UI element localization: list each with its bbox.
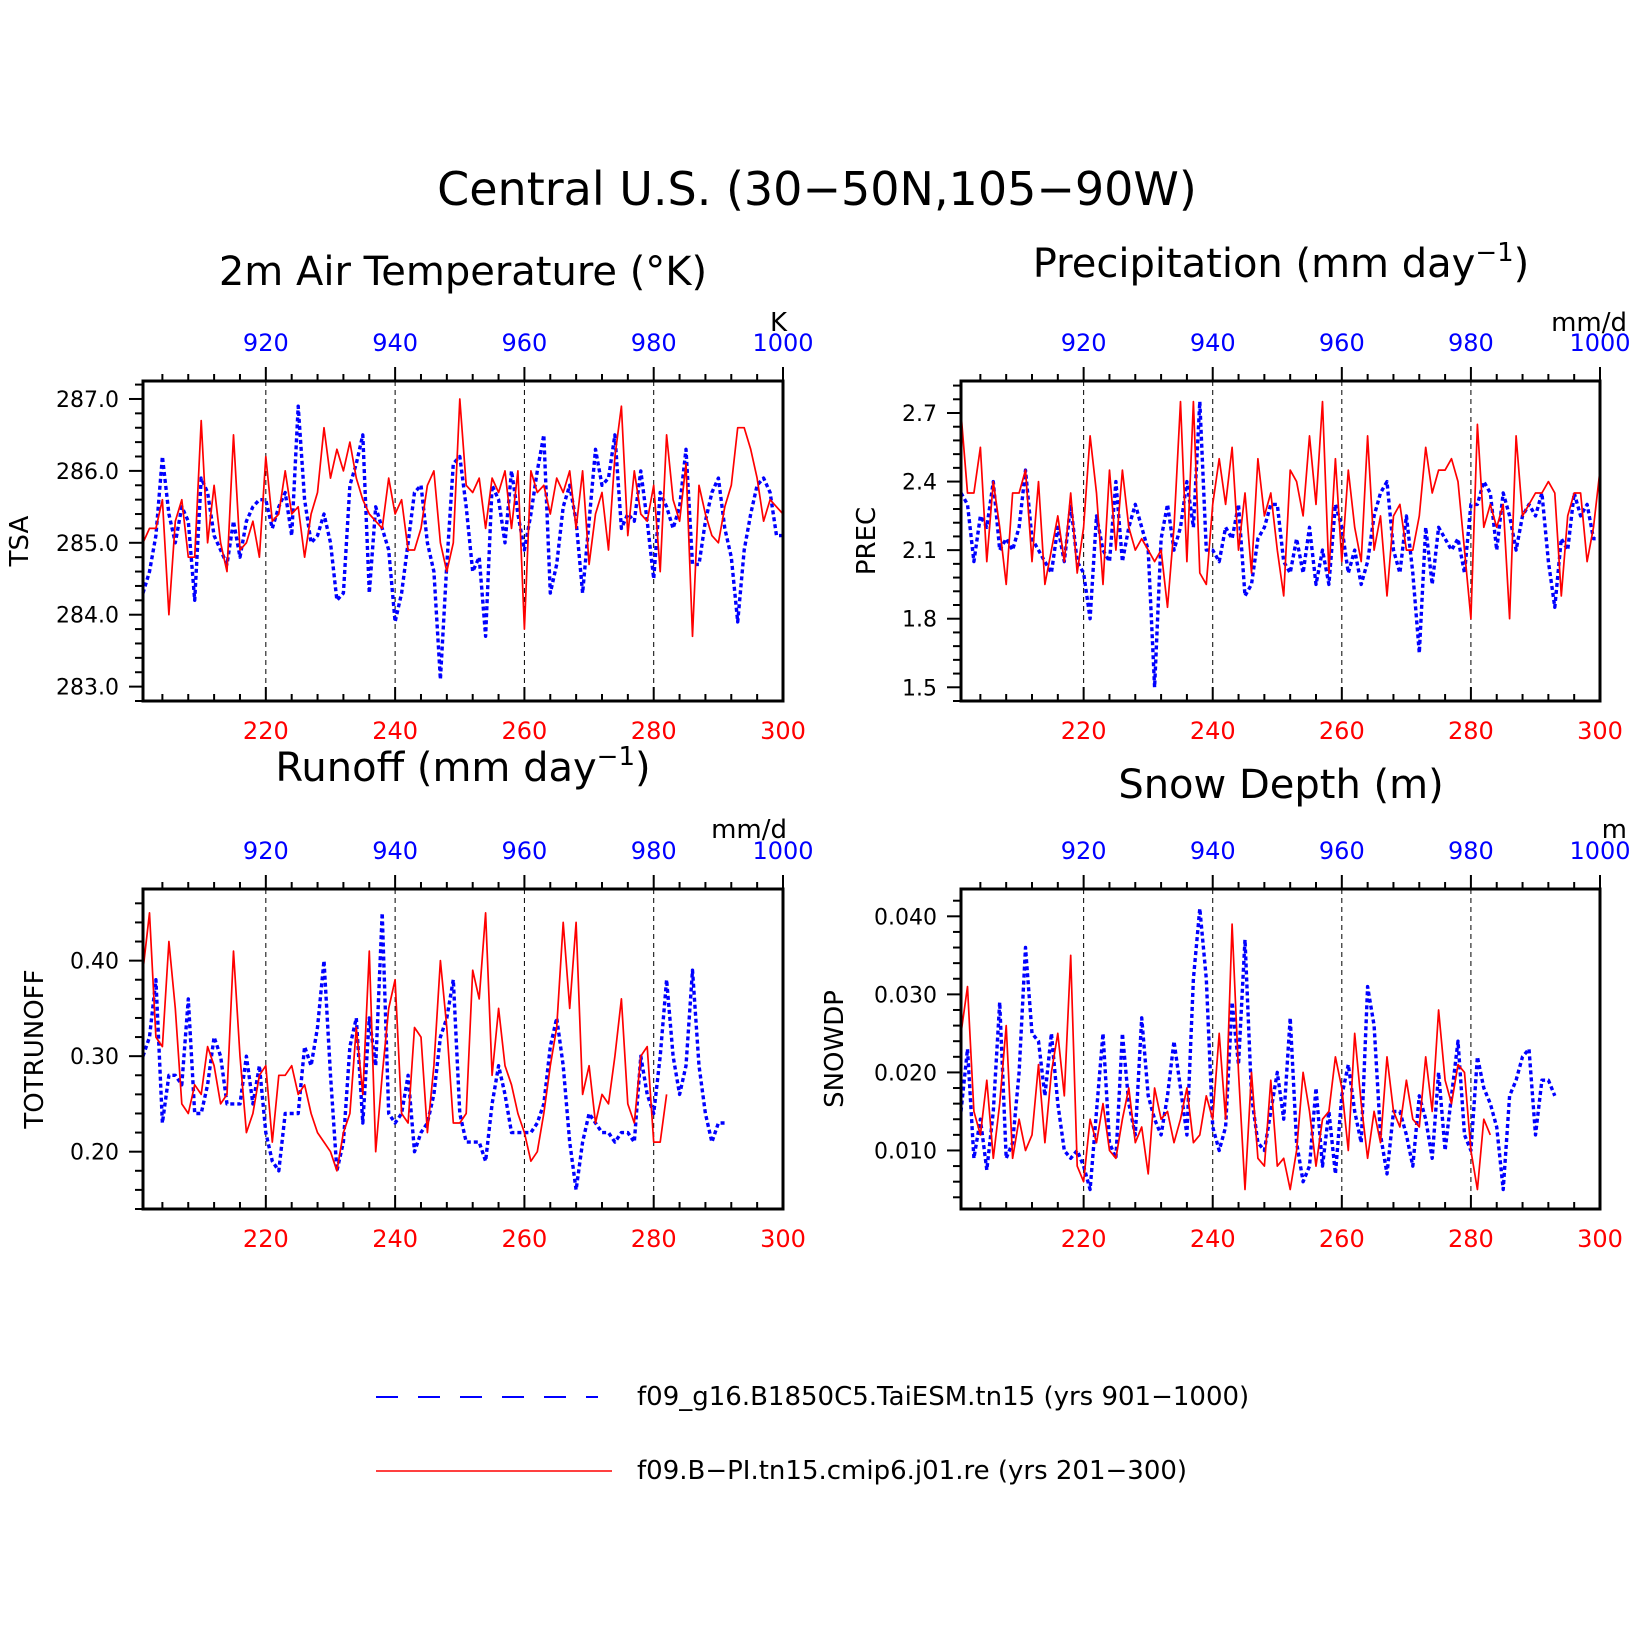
series-line-model-b [960,923,1492,1191]
x-top-tick-label: 920 [243,329,289,357]
plot-frame [959,887,1602,1211]
panel-title-end: ) [1514,241,1530,287]
x-top-tick-label: 940 [1190,837,1236,865]
y-tick-label: 0.020 [874,1061,937,1086]
panel-title-text: Runoff (mm day [275,745,596,791]
panel-title-text: 2m Air Temperature (°K) [219,249,707,295]
x-bottom-tick-label: 300 [1577,717,1623,745]
x-top-tick-label: 940 [372,837,418,865]
x-bottom-tick-label: 260 [1319,717,1365,745]
x-bottom-tick-label: 260 [1319,1225,1365,1253]
x-bottom-tick-label: 300 [1577,1225,1623,1253]
y-axis-label: TSA [5,515,35,567]
panel-3: Runoff (mm day−1) mm/d TOTRUNOFF 0.40 0.30 0.… [20,742,814,1253]
y-tick-label: 0.20 [70,1141,119,1166]
units-label: mm/d [1551,308,1627,338]
series-line-model-b [142,912,668,1172]
y-tick-label: 2.4 [902,471,937,496]
x-top-tick-label: 1000 [752,329,813,357]
x-bottom-tick-label: 300 [760,717,806,745]
y-tick-label: 0.040 [874,905,937,930]
y-tick-label: 286.0 [56,460,119,485]
plot-frame [959,379,1602,703]
x-bottom-tick-label: 220 [243,717,289,745]
y-tick-label: 1.5 [902,676,937,701]
series-line-model-b [960,400,1601,620]
x-bottom-tick-label: 240 [1190,717,1236,745]
x-bottom-tick-label: 240 [1190,1225,1236,1253]
x-top-tick-label: 1000 [1569,837,1630,865]
x-top-tick-label: 960 [502,837,548,865]
y-tick-label: 2.1 [902,539,937,564]
x-top-tick-label: 920 [243,837,289,865]
legend-label-model-a: f09_g16.B1850C5.TaiESM.tn15 (yrs 901−100… [637,1382,1249,1412]
x-top-tick-label: 960 [1319,329,1365,357]
x-bottom-tick-label: 280 [631,1225,677,1253]
y-tick-label: 1.8 [902,608,937,633]
x-top-tick-label: 920 [1061,329,1107,357]
panel-title: Runoff (mm day−1) [275,742,650,791]
x-top-tick-label: 980 [1448,329,1494,357]
panel-1: 2m Air Temperature (°K) K TSA 287.0 286.0 285… [5,249,814,745]
x-bottom-tick-label: 260 [502,717,548,745]
y-tick-label: 285.0 [56,532,119,557]
y-axis-label: PREC [852,507,882,575]
series-line-model-a [959,906,1557,1192]
units-label: K [770,308,788,338]
panel-title-end: ) [635,745,651,791]
x-top-tick-label: 940 [372,329,418,357]
plot-frame [141,887,785,1211]
x-bottom-tick-label: 300 [760,1225,806,1253]
y-tick-label: 283.0 [56,676,119,701]
x-top-tick-label: 960 [502,329,548,357]
x-bottom-tick-label: 220 [1061,717,1107,745]
legend-label-model-b: f09.B−PI.tn15.cmip6.j01.re (yrs 201−300) [637,1456,1187,1486]
series-line-model-b [142,398,784,638]
x-top-tick-label: 940 [1190,329,1236,357]
x-top-tick-label: 980 [631,837,677,865]
y-tick-label: 0.030 [874,983,937,1008]
y-tick-label: 287.0 [56,388,119,413]
x-top-tick-label: 980 [1448,837,1494,865]
x-top-tick-label: 920 [1061,837,1107,865]
panels: 2m Air Temperature (°K) K TSA 287.0 286.0 285… [5,238,1631,1253]
x-bottom-tick-label: 240 [372,717,418,745]
x-bottom-tick-label: 220 [243,1225,289,1253]
y-tick-label: 0.010 [874,1139,937,1164]
units-label: m [1602,815,1627,845]
y-tick-label: 0.30 [70,1045,119,1070]
y-tick-label: 0.40 [70,950,119,975]
x-top-tick-label: 980 [631,329,677,357]
y-tick-label: 284.0 [56,604,119,629]
panel-title-text: Precipitation (mm day [1033,241,1476,287]
y-tick-label: 2.7 [902,402,937,427]
y-axis-label: SNOWDP [820,990,850,1108]
x-top-tick-label: 960 [1319,837,1365,865]
x-top-tick-label: 1000 [1569,329,1630,357]
x-bottom-tick-label: 240 [372,1225,418,1253]
x-bottom-tick-label: 280 [1448,717,1494,745]
panel-2: Precipitation (mm day−1) mm/d PREC 2.7 2.4 2.… [852,238,1631,745]
figure-title: Central U.S. (30−50N,105−90W) [437,162,1197,216]
series-line-model-a [141,404,783,682]
panel-4: Snow Depth (m) m SNOWDP 0.040 0.030 0.020 0.01… [820,762,1631,1253]
plot-frame [141,379,785,703]
panel-title: Snow Depth (m) [1118,762,1443,808]
series-line-model-a [959,399,1600,689]
x-bottom-tick-label: 260 [502,1225,548,1253]
x-bottom-tick-label: 280 [631,717,677,745]
units-label: mm/d [711,815,787,845]
y-axis-label: TOTRUNOFF [20,969,50,1129]
series-line-model-a [141,911,725,1192]
panel-title: 2m Air Temperature (°K) [219,249,707,295]
legend: f09_g16.B1850C5.TaiESM.tn15 (yrs 901−100… [376,1382,1249,1486]
x-bottom-tick-label: 220 [1061,1225,1107,1253]
panel-title-superscript: −1 [597,742,635,772]
x-bottom-tick-label: 280 [1448,1225,1494,1253]
x-top-tick-label: 1000 [752,837,813,865]
panel-title-text: Snow Depth (m) [1118,762,1443,808]
panel-title-superscript: −1 [1475,238,1513,268]
panel-title: Precipitation (mm day−1) [1033,238,1530,287]
